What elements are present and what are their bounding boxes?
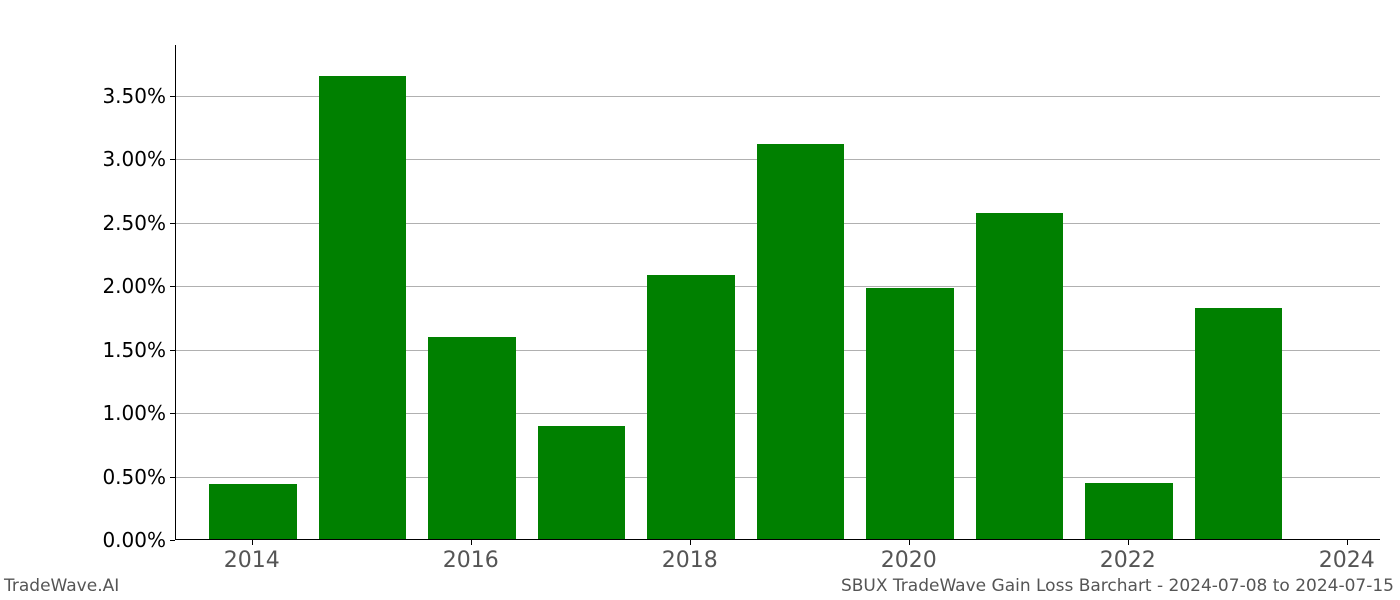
bar <box>428 337 516 539</box>
y-axis-tick-mark <box>170 96 175 97</box>
x-axis-tick-mark <box>252 540 253 545</box>
bar <box>866 288 954 539</box>
y-axis-tick-mark <box>170 223 175 224</box>
bar <box>209 484 297 539</box>
x-axis-tick-label: 2016 <box>443 548 499 573</box>
y-axis-tick-label: 1.50% <box>102 338 166 362</box>
y-axis-tick-label: 1.00% <box>102 401 166 425</box>
bar <box>647 275 735 539</box>
y-axis-tick-label: 2.50% <box>102 211 166 235</box>
bar <box>319 76 407 539</box>
y-axis-tick-mark <box>170 286 175 287</box>
y-axis-tick-label: 0.50% <box>102 465 166 489</box>
x-axis-tick-label: 2020 <box>881 548 937 573</box>
x-axis-tick-label: 2014 <box>224 548 280 573</box>
y-axis-tick-mark <box>170 350 175 351</box>
footer-caption: SBUX TradeWave Gain Loss Barchart - 2024… <box>841 576 1394 596</box>
y-axis-tick-label: 3.00% <box>102 147 166 171</box>
bar <box>538 426 626 539</box>
bar <box>1085 483 1173 539</box>
bar <box>1195 308 1283 539</box>
chart-plot-area <box>175 45 1380 540</box>
x-axis-tick-mark <box>1128 540 1129 545</box>
x-axis-tick-mark <box>1347 540 1348 545</box>
bar <box>757 144 845 539</box>
y-axis-tick-mark <box>170 159 175 160</box>
x-axis-tick-mark <box>471 540 472 545</box>
x-axis-tick-label: 2024 <box>1319 548 1375 573</box>
x-axis-tick-mark <box>690 540 691 545</box>
y-axis-tick-mark <box>170 477 175 478</box>
y-axis-tick-mark <box>170 413 175 414</box>
x-axis-tick-label: 2018 <box>662 548 718 573</box>
x-axis-tick-mark <box>909 540 910 545</box>
y-axis-tick-label: 3.50% <box>102 84 166 108</box>
y-axis-tick-label: 0.00% <box>102 528 166 552</box>
bar <box>976 213 1064 539</box>
y-axis-tick-mark <box>170 540 175 541</box>
footer-brand: TradeWave.AI <box>4 576 119 596</box>
y-axis-tick-label: 2.00% <box>102 274 166 298</box>
x-axis-tick-label: 2022 <box>1100 548 1156 573</box>
